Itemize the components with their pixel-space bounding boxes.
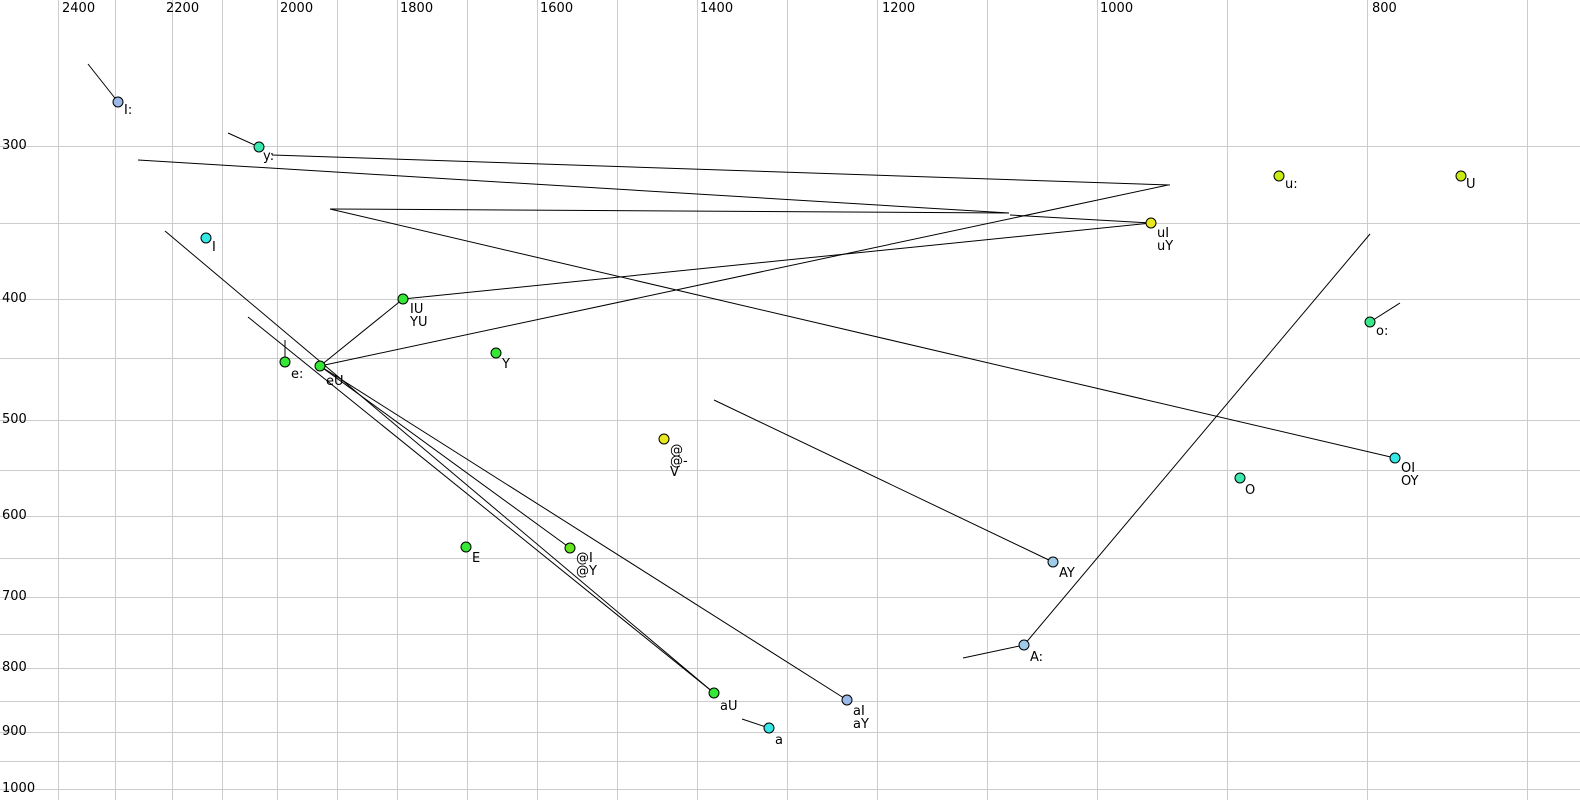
vowel-label: y: [263,149,275,164]
x-tick-label: 1800 [400,1,434,16]
vowel-label: U [1466,177,1476,192]
vowel-label: e: [291,367,304,382]
trajectory-line [319,365,571,549]
vowel-label: uY [1157,239,1174,254]
trajectory-line [87,63,119,103]
vowel-marker-dot[interactable] [564,542,576,554]
vowel-marker-dot[interactable] [1145,217,1157,229]
trajectory-line [1369,302,1401,323]
y-tick-label: 400 [2,291,27,306]
vowel-label: @- [670,454,688,469]
vowel-label: a [775,733,783,748]
vowel-label: OI [1401,461,1416,476]
formant-trajectory-lines [87,63,1401,729]
trajectory-line [1009,214,1152,224]
trajectory-line [402,222,1152,300]
vowel-label: E [472,551,481,566]
vowel-label: O [1245,483,1256,498]
trajectory-line [329,208,1010,214]
vowel-marker-dot[interactable] [397,293,409,305]
vowel-label: IU [410,302,424,317]
vowel-label: I [212,240,216,255]
trajectory-line [319,365,848,701]
vowel-label: aY [853,717,869,732]
vowel-label: OY [1401,474,1419,489]
vowel-marker-dot[interactable] [1455,170,1467,182]
vowel-marker-dot[interactable] [460,541,472,553]
vowel-marker-dot[interactable] [112,96,124,108]
vowel-label: o: [1376,324,1389,339]
vowel-marker-dot[interactable] [490,347,502,359]
x-tick-label: 800 [1372,1,1397,16]
vowel-label: aI [853,704,865,719]
trajectory-line [329,208,1396,459]
vowel-label: Y [502,357,510,372]
horizontal-gridlines [0,146,1580,790]
vowel-marker-dot[interactable] [253,141,265,153]
vowel-marker-dot[interactable] [658,433,670,445]
vowel-label: u: [1285,177,1298,192]
y-tick-label: 800 [2,660,27,675]
vowel-marker-dot[interactable] [763,722,775,734]
y-tick-label: 600 [2,508,27,523]
trajectory-line [247,316,715,694]
x-tick-label: 2400 [62,1,96,16]
y-tick-label: 700 [2,589,27,604]
trajectory-line [227,132,260,148]
trajectory-line [137,159,1010,214]
vowel-marker-dot[interactable] [1018,639,1030,651]
vowel-label: uI [1157,226,1170,241]
x-tick-label: 1000 [1100,1,1134,16]
vowel-label: @Y [576,564,597,579]
x-tick-label: 1400 [700,1,734,16]
y-tick-label: 900 [2,724,27,739]
vowel-marker-dot[interactable] [1047,556,1059,568]
trajectory-line [713,399,1054,563]
x-tick-label: 2200 [166,1,200,16]
vertical-gridlines [58,0,1528,800]
trajectory-line [319,298,404,367]
vowel-marker-dot[interactable] [314,360,326,372]
vowel-label: @ [670,443,683,458]
trajectory-line [164,230,715,694]
vowel-marker-dot[interactable] [1234,472,1246,484]
trajectory-line [271,154,1171,186]
trajectory-line [1023,233,1371,646]
y-tick-label: 500 [2,412,27,427]
vowel-marker-dot[interactable] [1364,316,1376,328]
vowel-label: A: [1030,650,1044,665]
vowel-label: V [670,465,679,480]
vowel-marker-dot[interactable] [279,356,291,368]
x-tick-label: 1200 [882,1,916,16]
vowel-marker-dot[interactable] [1389,452,1401,464]
x-tick-label: 2000 [280,1,314,16]
y-tick-label: 1000 [2,781,36,796]
vowel-label: AY [1059,566,1075,581]
vowel-label: I: [124,103,133,118]
trajectory-line [962,644,1025,659]
vowel-marker-dot[interactable] [708,687,720,699]
vowel-label: YU [410,315,428,330]
vowel-label: aU [720,699,738,714]
trajectory-line [319,184,1169,367]
vowel-label: eU [326,374,344,389]
vowel-point-markers[interactable] [112,96,1467,734]
vowel-marker-dot[interactable] [841,694,853,706]
x-tick-label: 1600 [540,1,574,16]
vowel-marker-dot[interactable] [1273,170,1285,182]
vowel-label: @I [576,551,593,566]
vowel-marker-dot[interactable] [200,232,212,244]
y-tick-label: 300 [2,138,27,153]
